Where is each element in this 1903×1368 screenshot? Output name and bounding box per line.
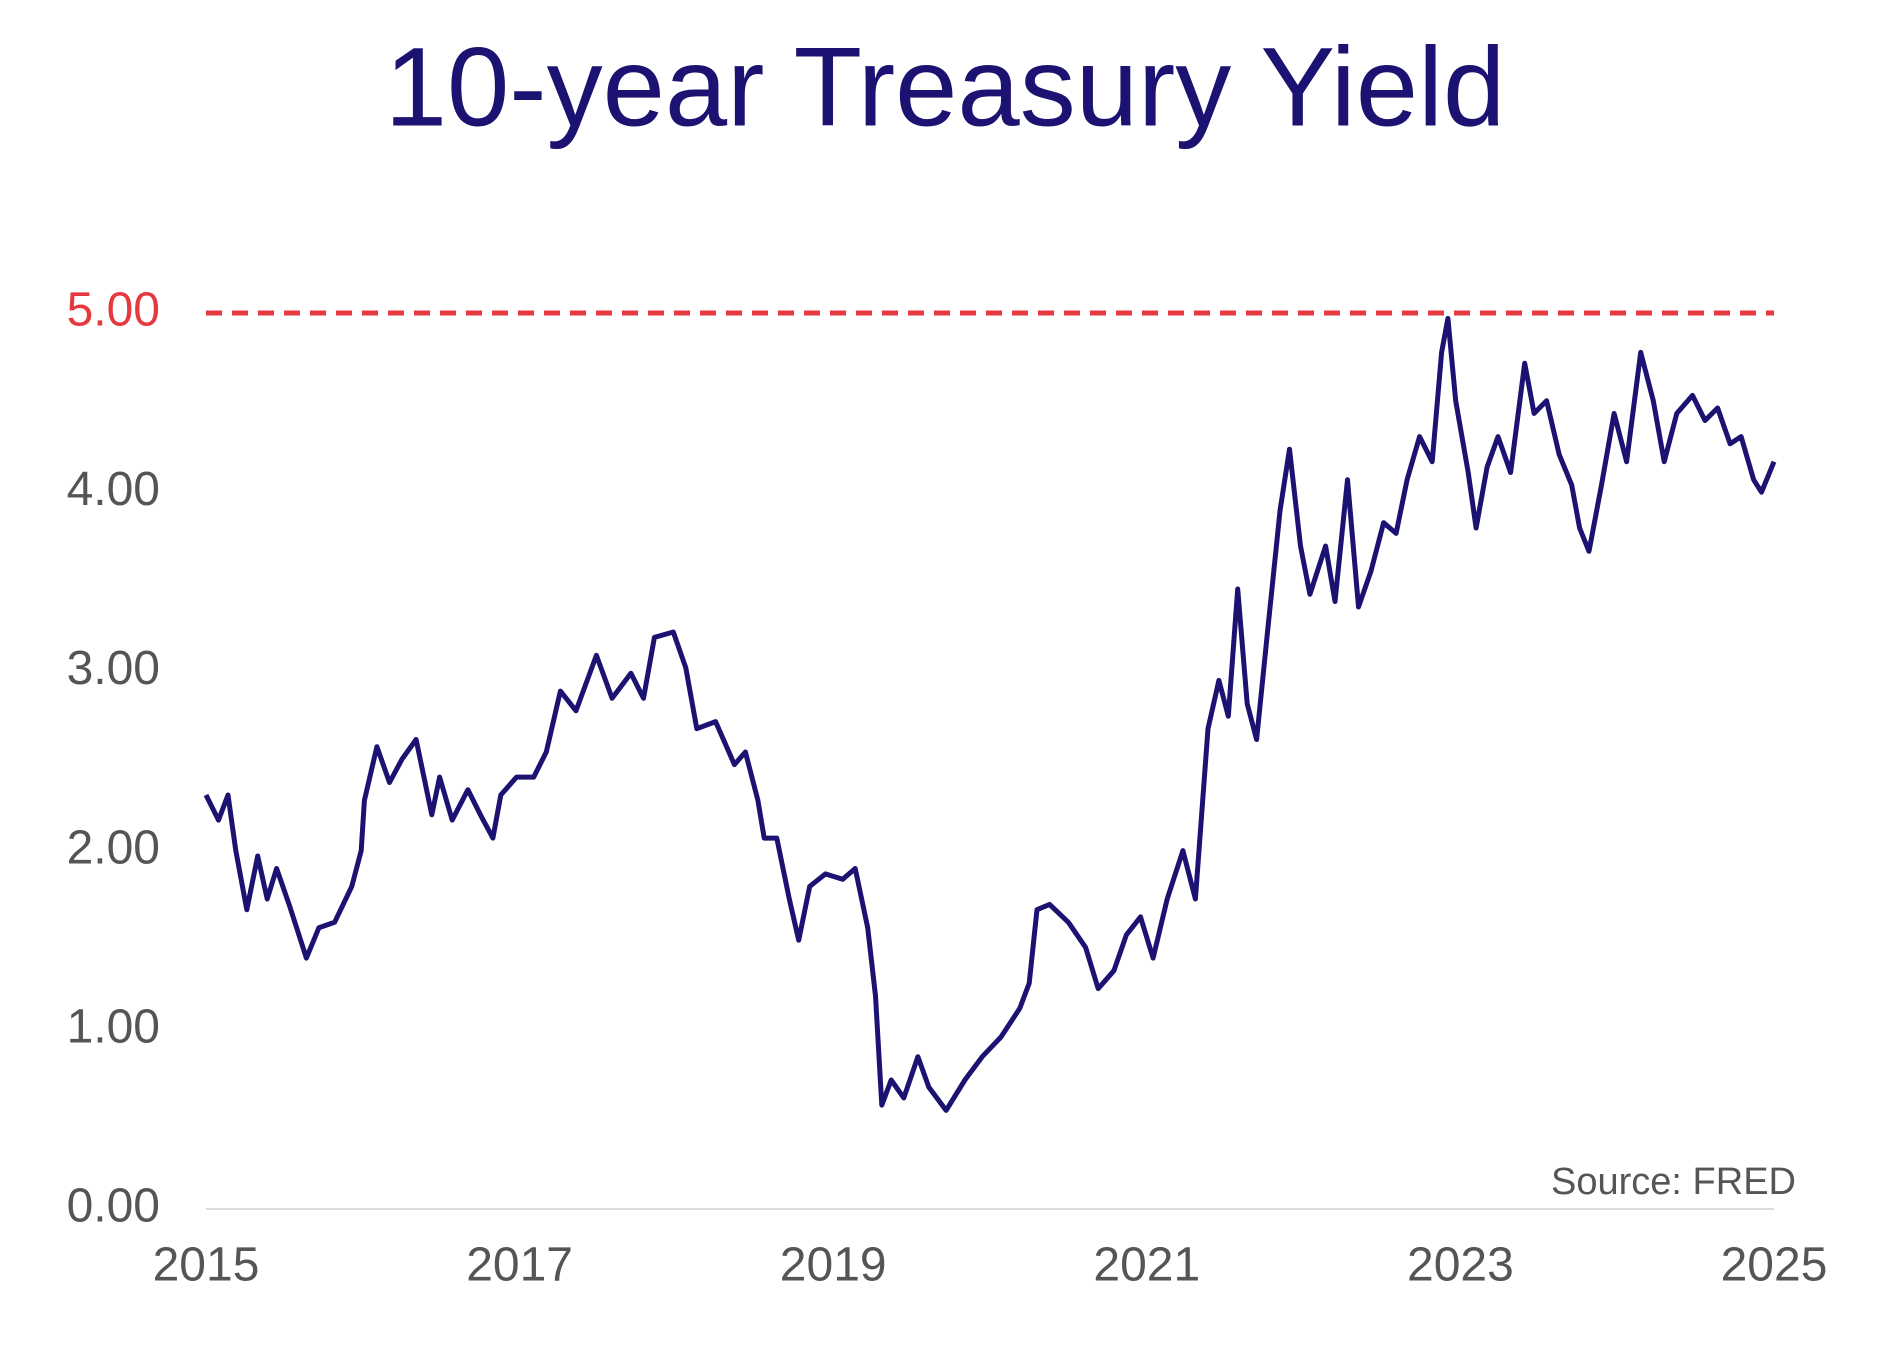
x-tick-label: 2019 xyxy=(780,1239,887,1292)
y-tick-label: 4.00 xyxy=(67,463,160,516)
y-tick-label: 2.00 xyxy=(67,821,160,874)
chart-title: 10-year Treasury Yield xyxy=(385,25,1506,150)
source-note: Source: FRED xyxy=(1551,1161,1796,1203)
y-tick-label: 0.00 xyxy=(67,1180,160,1233)
x-tick-label: 2025 xyxy=(1721,1239,1828,1292)
y-tick-label: 1.00 xyxy=(67,1000,160,1053)
x-tick-label: 2021 xyxy=(1093,1239,1200,1292)
y-tick-label: 3.00 xyxy=(67,642,160,695)
x-tick-label: 2015 xyxy=(153,1239,260,1292)
yield-line xyxy=(203,315,1777,1113)
x-tick-label: 2017 xyxy=(466,1239,573,1292)
y-tick-label: 5.00 xyxy=(67,284,160,337)
x-tick-label: 2023 xyxy=(1407,1239,1514,1292)
